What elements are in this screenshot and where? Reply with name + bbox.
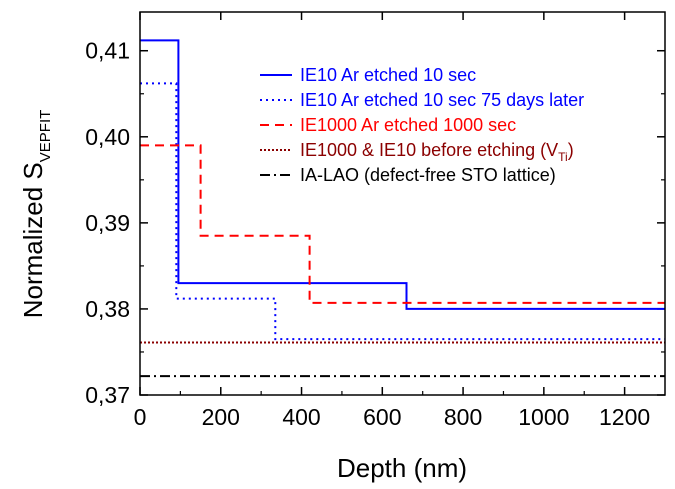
series-line-1 [140, 39, 665, 310]
x-axis-ticks: 0 200 400 600 800 1000 1200 [134, 12, 650, 430]
legend-label-5: IA-LAO (defect-free STO lattice) [300, 165, 556, 185]
series-lines [140, 39, 665, 378]
x-tick-label: 200 [202, 404, 240, 430]
y-axis-title-main: Normalized S [18, 162, 48, 318]
y-axis-title: Normalized SVEPFIT [18, 110, 54, 319]
x-tick-label: 0 [134, 404, 147, 430]
x-tick-label: 1000 [518, 404, 569, 430]
y-tick-label: 0,40 [85, 124, 130, 150]
y-axis-ticks: 0,37 0,38 0,39 0,40 0,41 [85, 38, 665, 408]
y-tick-label: 0,38 [85, 296, 130, 322]
y-tick-label: 0,37 [85, 382, 130, 408]
x-tick-label: 600 [363, 404, 401, 430]
y-axis-title-subscript: VEPFIT [37, 110, 54, 163]
legend-label-1: IE10 Ar etched 10 sec [300, 65, 476, 85]
x-tick-label: 800 [444, 404, 482, 430]
series-line-2 [140, 82, 665, 341]
plot-frame [139, 11, 666, 396]
legend-label-2: IE10 Ar etched 10 sec 75 days later [300, 90, 584, 110]
x-tick-label: 1200 [599, 404, 650, 430]
legend-label-subscript: Ti [558, 150, 568, 164]
legend: IE10 Ar etched 10 sec IE10 Ar etched 10 s… [260, 65, 584, 185]
series-line-3 [140, 144, 665, 304]
x-axis-title: Depth (nm) [337, 453, 467, 483]
legend-label-3: IE1000 Ar etched 1000 sec [300, 115, 516, 135]
legend-label-4: IE1000 & IE10 before etching (VTi) [300, 140, 574, 164]
x-tick-label: 400 [282, 404, 320, 430]
y-tick-label: 0,39 [85, 210, 130, 236]
y-tick-label: 0,41 [85, 38, 130, 64]
